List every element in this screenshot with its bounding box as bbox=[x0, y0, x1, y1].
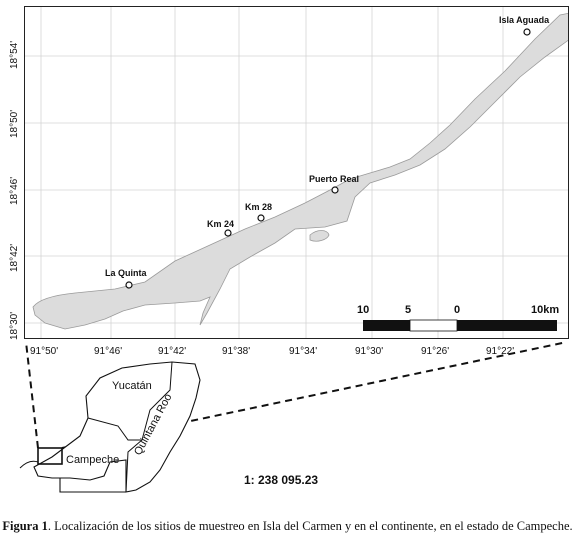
inset-label-yucatan: Yucatán bbox=[112, 380, 152, 392]
scale-bar: 10 5 0 10km bbox=[357, 304, 559, 332]
scale-label-10km: 10km bbox=[531, 304, 559, 316]
figure-caption-text: . Localización de los sitios de muestreo… bbox=[47, 519, 573, 533]
lon-tick-6: 91°30' bbox=[355, 346, 383, 357]
inset-label-campeche: Campeche bbox=[66, 454, 119, 466]
figure-caption: Figura 1. Localización de los sitios de … bbox=[0, 518, 575, 534]
yucatan-peninsula-outline bbox=[33, 361, 201, 493]
lon-tick-3: 91°42' bbox=[158, 346, 186, 357]
site-marker-isla-aguada bbox=[523, 28, 531, 36]
longitude-ticks: 91°50' 91°46' 91°42' 91°38' 91°34' 91°30… bbox=[30, 346, 514, 357]
site-label-la-quinta: La Quinta bbox=[105, 268, 147, 278]
site-label-km-28: Km 28 bbox=[245, 202, 272, 212]
lon-tick-4: 91°38' bbox=[222, 346, 250, 357]
lat-tick-4: 18°42' bbox=[9, 244, 20, 272]
lon-tick-8: 91°22' bbox=[486, 346, 514, 357]
lat-tick-1: 18°54' bbox=[9, 41, 20, 69]
lon-tick-2: 91°46' bbox=[94, 346, 122, 357]
figure-label: Figura 1 bbox=[2, 519, 48, 533]
study-area-box bbox=[37, 447, 63, 465]
lat-tick-2: 18°50' bbox=[9, 110, 20, 138]
lon-tick-7: 91°26' bbox=[421, 346, 449, 357]
main-map-svg: Isla Aguada Puerto Real Km 28 Km 24 La Q… bbox=[25, 7, 568, 338]
campeche-southern-border bbox=[59, 478, 126, 493]
site-marker-km-28 bbox=[257, 214, 265, 222]
coastline-detail bbox=[19, 460, 39, 469]
lon-tick-1: 91°50' bbox=[30, 346, 58, 357]
site-marker-la-quinta bbox=[125, 281, 133, 289]
main-map: Isla Aguada Puerto Real Km 28 Km 24 La Q… bbox=[24, 6, 569, 339]
graticule bbox=[25, 7, 568, 338]
sample-sites bbox=[125, 28, 531, 289]
scale-label-0: 0 bbox=[454, 304, 460, 316]
lon-tick-5: 91°34' bbox=[289, 346, 317, 357]
inset-locator-map: Yucatán Quintana Roo Campeche bbox=[19, 361, 201, 493]
scale-label-10: 10 bbox=[357, 304, 369, 316]
scale-label-5: 5 bbox=[405, 304, 411, 316]
state-border-yucatan-campeche bbox=[87, 417, 142, 441]
small-islet bbox=[309, 230, 330, 242]
lat-tick-3: 18°46' bbox=[9, 177, 20, 205]
isla-del-carmen-landmass bbox=[32, 12, 568, 330]
site-marker-km-24 bbox=[224, 229, 232, 237]
map-scale-ratio: 1: 238 095.23 bbox=[244, 473, 318, 487]
site-label-puerto-real: Puerto Real bbox=[309, 174, 359, 184]
site-marker-puerto-real bbox=[331, 186, 339, 194]
site-label-isla-aguada: Isla Aguada bbox=[499, 15, 550, 25]
lat-tick-5: 18°30' bbox=[9, 312, 20, 340]
state-border-quintana-roo bbox=[125, 361, 173, 493]
site-label-km-24: Km 24 bbox=[207, 219, 234, 229]
latitude-ticks: 18°54' 18°50' 18°46' 18°42' 18°30' bbox=[9, 41, 20, 340]
